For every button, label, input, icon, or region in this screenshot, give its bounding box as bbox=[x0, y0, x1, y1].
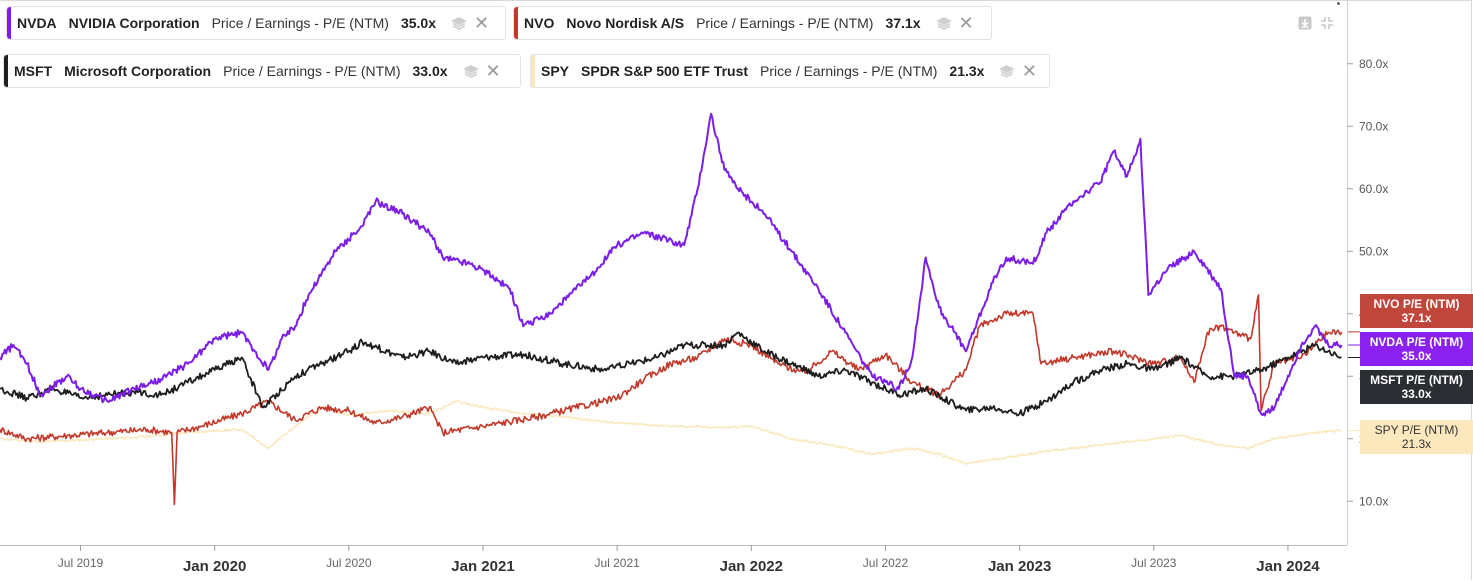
x-tick-label: Jul 2021 bbox=[594, 556, 640, 570]
close-icon[interactable]: ✕ bbox=[474, 13, 490, 33]
legend-company: NVIDIA Corporation bbox=[68, 15, 200, 31]
tag-label: NVDA P/E (NTM) bbox=[1369, 335, 1464, 349]
y-tick-label: 10.0x bbox=[1359, 494, 1388, 508]
x-tick-label: Jan 2021 bbox=[451, 558, 514, 575]
tag-value: 33.0x bbox=[1401, 387, 1432, 401]
x-tick-label: Jul 2022 bbox=[863, 556, 909, 570]
layers-icon[interactable] bbox=[462, 64, 480, 78]
tag-spy: SPY P/E (NTM) 21.3x bbox=[1360, 420, 1473, 454]
legend-metric: Price / Earnings - P/E (NTM) bbox=[223, 63, 401, 79]
legend-company: Novo Nordisk A/S bbox=[566, 15, 685, 31]
tag-msft: MSFT P/E (NTM) 33.0x bbox=[1360, 370, 1473, 404]
legend-color-bar bbox=[4, 55, 8, 87]
layers-icon[interactable] bbox=[935, 16, 953, 30]
legend-color-bar bbox=[7, 7, 11, 39]
legend-value: 37.1x bbox=[885, 15, 921, 31]
x-tick-label: Jul 2019 bbox=[58, 556, 104, 570]
legend-value: 35.0x bbox=[400, 15, 437, 31]
menu-dot bbox=[1337, 2, 1340, 5]
collapse-icon[interactable] bbox=[1320, 16, 1334, 30]
legend-metric: Price / Earnings - P/E (NTM) bbox=[760, 63, 938, 79]
legend-card-nvo[interactable]: NVO Novo Nordisk A/S Price / Earnings - … bbox=[513, 6, 992, 40]
x-tick-label: Jan 2022 bbox=[720, 558, 783, 575]
tag-label: NVO P/E (NTM) bbox=[1373, 297, 1460, 311]
y-tick-label: 50.0x bbox=[1359, 244, 1388, 258]
x-tick-label: Jan 2024 bbox=[1256, 558, 1320, 575]
download-icon[interactable] bbox=[1298, 16, 1312, 30]
x-tick-label: Jul 2023 bbox=[1131, 556, 1177, 570]
legend-card-msft[interactable]: MSFT Microsoft Corporation Price / Earni… bbox=[3, 54, 521, 88]
close-icon[interactable]: ✕ bbox=[485, 61, 501, 81]
series-line-nvo bbox=[0, 294, 1343, 506]
x-tick-label: Jul 2020 bbox=[326, 556, 372, 570]
close-icon[interactable]: ✕ bbox=[958, 13, 974, 33]
legend-card-nvda[interactable]: NVDA NVIDIA Corporation Price / Earnings… bbox=[6, 6, 506, 40]
tag-nvo: NVO P/E (NTM) 37.1x bbox=[1360, 294, 1473, 328]
tag-value: 37.1x bbox=[1401, 311, 1432, 325]
tag-nvda: NVDA P/E (NTM) 35.0x bbox=[1360, 332, 1473, 366]
series-line-spy bbox=[0, 399, 1343, 465]
series-line-nvda bbox=[0, 112, 1343, 417]
tag-value: 35.0x bbox=[1401, 349, 1432, 363]
layers-icon[interactable] bbox=[998, 64, 1015, 78]
series-line-msft bbox=[0, 331, 1342, 417]
legend-ticker: NVDA bbox=[17, 15, 57, 31]
legend-value: 33.0x bbox=[412, 63, 448, 79]
legend-ticker: MSFT bbox=[14, 63, 53, 79]
x-tick-label: Jan 2023 bbox=[988, 558, 1051, 575]
legend-card-spy[interactable]: SPY SPDR S&P 500 ETF Trust Price / Earni… bbox=[530, 54, 1050, 88]
y-tick-label: 80.0x bbox=[1359, 57, 1388, 71]
legend-color-bar bbox=[531, 55, 535, 87]
legend-metric: Price / Earnings - P/E (NTM) bbox=[696, 15, 874, 31]
y-tick-label: 60.0x bbox=[1359, 182, 1388, 196]
tag-label: SPY P/E (NTM) bbox=[1374, 423, 1459, 437]
legend-metric: Price / Earnings - P/E (NTM) bbox=[211, 15, 389, 31]
legend-color-bar bbox=[514, 7, 518, 39]
layers-icon[interactable] bbox=[450, 16, 468, 30]
legend-company: SPDR S&P 500 ETF Trust bbox=[581, 63, 749, 79]
legend-ticker: NVO bbox=[524, 15, 555, 31]
legend-ticker: SPY bbox=[541, 63, 570, 79]
legend-company: Microsoft Corporation bbox=[64, 63, 212, 79]
legend-value: 21.3x bbox=[949, 63, 985, 79]
close-icon[interactable]: ✕ bbox=[1021, 61, 1037, 81]
x-tick-label: Jan 2020 bbox=[183, 558, 246, 575]
y-tick-label: 70.0x bbox=[1359, 119, 1388, 133]
tag-label: MSFT P/E (NTM) bbox=[1370, 373, 1463, 387]
tag-value: 21.3x bbox=[1401, 437, 1432, 451]
